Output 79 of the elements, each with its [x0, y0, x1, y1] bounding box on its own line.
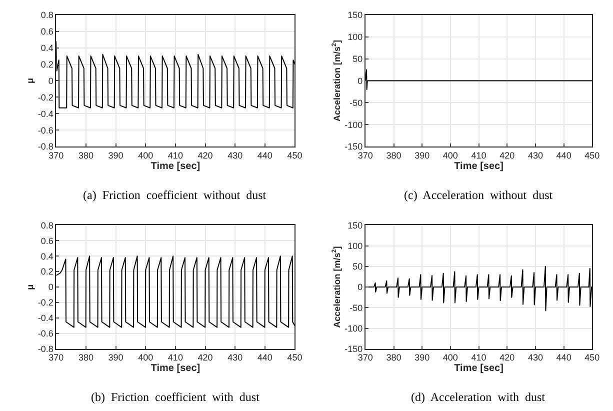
y-tick-label: 0 — [48, 282, 54, 292]
x-tick-label: 430 — [528, 150, 543, 160]
x-tick-label: 430 — [228, 150, 243, 160]
x-tick-label: 450 — [584, 150, 600, 160]
x-tick-label: 390 — [108, 150, 124, 160]
y-tick-label: 0 — [48, 76, 54, 86]
x-tick-label: 380 — [78, 352, 94, 363]
x-tick-label: 420 — [198, 352, 213, 363]
y-tick-label: 0.6 — [40, 26, 54, 37]
y-tick-label: 0 — [358, 76, 363, 86]
x-axis-title: Time [sec] — [150, 160, 200, 172]
x-tick-label: 390 — [108, 352, 124, 363]
y-tick-label: -0.2 — [38, 92, 54, 102]
x-tick-label: 410 — [471, 352, 486, 363]
x-tick-label: 380 — [78, 150, 94, 160]
x-tick-label: 400 — [442, 150, 458, 160]
y-tick-label: 100 — [348, 240, 363, 251]
x-tick-label: 430 — [528, 352, 543, 363]
x-tick-label: 420 — [500, 150, 515, 160]
y-tick-label: 0.4 — [40, 251, 54, 262]
x-tick-label: 400 — [138, 150, 154, 160]
y-tick-label: 100 — [348, 32, 363, 42]
y-tick-label: 50 — [352, 54, 363, 64]
line-series — [56, 256, 295, 328]
y-tick-label: -150 — [344, 344, 363, 354]
x-tick-label: 440 — [257, 150, 272, 160]
x-tick-label: 390 — [414, 150, 430, 160]
y-axis-title: μ — [25, 78, 36, 84]
x-tick-label: 430 — [228, 352, 243, 363]
y-tick-label: -0.2 — [38, 298, 54, 308]
x-tick-label: 370 — [358, 150, 373, 160]
y-tick-label: -0.8 — [38, 344, 54, 354]
x-tick-label: 380 — [386, 352, 402, 363]
y-tick-label: 0.6 — [40, 236, 54, 246]
x-tick-label: 450 — [287, 150, 302, 160]
y-tick-label: -50 — [350, 98, 363, 108]
y-tick-label: -0.4 — [38, 313, 54, 324]
y-tick-label: -100 — [344, 120, 363, 130]
x-axis-title: Time [sec] — [454, 363, 504, 374]
y-tick-label: -100 — [344, 323, 363, 334]
y-tick-label: -50 — [350, 302, 363, 313]
text: (c) Acceleration without dust — [404, 188, 554, 202]
text: (b) Friction coefficient with dust — [91, 390, 260, 404]
x-tick-label: 450 — [584, 352, 600, 363]
x-tick-label: 450 — [287, 352, 302, 363]
x-tick-label: 440 — [556, 150, 572, 160]
x-tick-label: 390 — [414, 352, 430, 363]
x-tick-label: 370 — [48, 352, 64, 363]
x-tick-label: 380 — [386, 150, 402, 160]
y-tick-label: 0.8 — [40, 220, 54, 230]
x-tick-label: 420 — [500, 352, 515, 363]
y-tick-label: 150 — [348, 220, 363, 230]
x-axis-title: Time [sec] — [454, 160, 504, 172]
y-tick-label: 0.4 — [40, 42, 54, 53]
y-tick-label: 0.2 — [40, 266, 54, 277]
y-tick-label: -0.8 — [38, 142, 54, 152]
x-tick-label: 440 — [556, 352, 572, 363]
y-tick-label: 0.8 — [40, 10, 54, 20]
y-tick-label: 0 — [358, 282, 363, 292]
y-tick-label: -150 — [344, 142, 363, 152]
y-tick-label: 150 — [348, 10, 363, 20]
y-tick-label: -0.4 — [38, 108, 54, 119]
y-tick-label: -0.6 — [38, 328, 54, 339]
x-tick-label: 400 — [442, 352, 458, 363]
text: (a) Friction coefficient without dust — [83, 188, 267, 202]
x-tick-label: 410 — [168, 150, 183, 160]
x-tick-label: 440 — [257, 352, 272, 363]
y-tick-label: 0.2 — [40, 59, 54, 70]
y-tick-label: 50 — [352, 262, 363, 272]
text: (d) Acceleration with dust — [411, 390, 546, 404]
x-tick-label: 370 — [358, 352, 373, 363]
x-tick-label: 410 — [471, 150, 486, 160]
y-tick-label: -0.6 — [38, 125, 54, 136]
x-tick-label: 370 — [48, 150, 64, 160]
x-tick-label: 410 — [168, 352, 183, 363]
x-tick-label: 420 — [198, 150, 213, 160]
x-tick-label: 400 — [138, 352, 154, 363]
x-axis-title: Time [sec] — [150, 363, 200, 374]
y-axis-title: μ — [25, 284, 36, 290]
